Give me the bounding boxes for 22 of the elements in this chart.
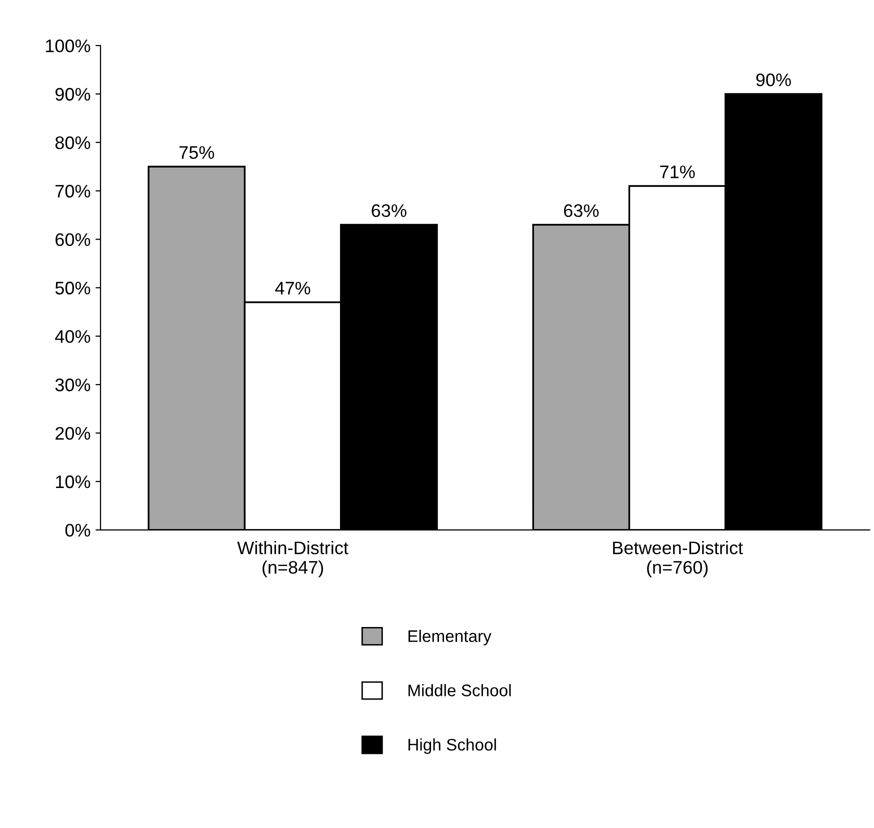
y-tick-label: 60% [56, 233, 90, 246]
y-tick-label: 50% [55, 282, 90, 294]
y-tick-label: 20% [56, 426, 90, 440]
legend-label: Middle School [408, 684, 511, 696]
y-tick-label: 30% [55, 378, 90, 392]
y-tick-label: 80% [55, 136, 90, 150]
y-tick-label: 70% [56, 184, 90, 198]
data-label: 63% [564, 204, 599, 218]
data-label: 63% [372, 204, 406, 218]
x-tick-label: Within-District (n=847) [237, 541, 348, 578]
y-tick-label: 40% [55, 330, 90, 343]
legend-label: High School [408, 738, 496, 754]
data-label: 47% [275, 282, 310, 294]
y-tick-label: 90% [56, 88, 90, 101]
data-label: 75% [180, 146, 214, 159]
y-tick-label: 10% [56, 475, 90, 488]
data-label: 90% [756, 73, 791, 86]
y-tick-label: 0% [65, 524, 90, 537]
x-tick-label: Between-District (n=760) [613, 541, 743, 578]
data-label: 71% [660, 166, 695, 178]
legend-label: Elementary [408, 630, 492, 646]
y-tick-label: 100% [46, 39, 90, 52]
